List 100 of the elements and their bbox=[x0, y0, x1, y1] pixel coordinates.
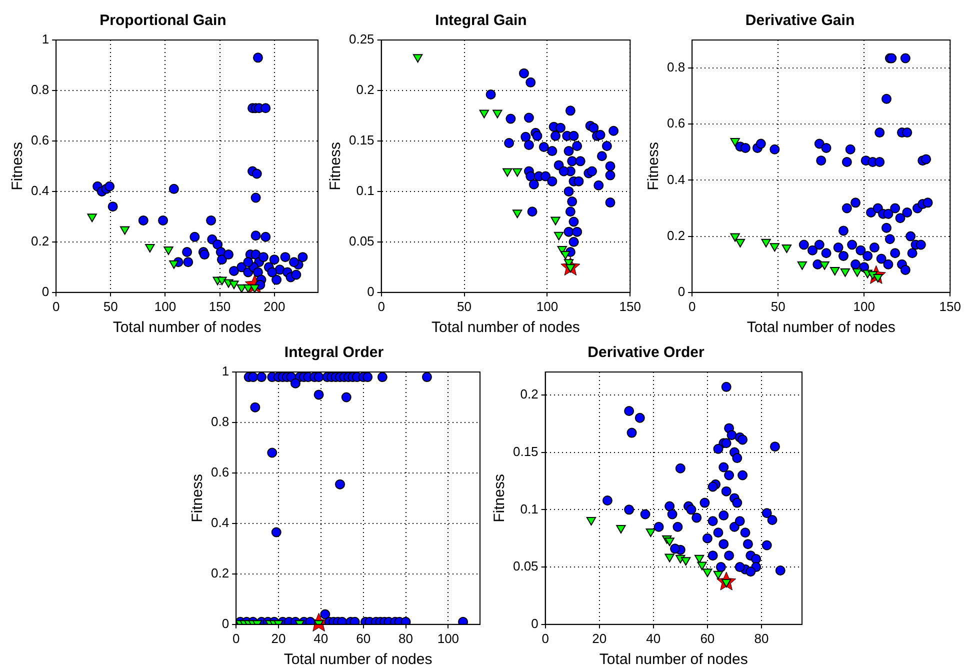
point bbox=[602, 495, 612, 506]
y-tick-label: 0.6 bbox=[30, 132, 50, 148]
point bbox=[890, 248, 900, 258]
x-tick-label: 0 bbox=[542, 630, 549, 646]
point bbox=[708, 516, 718, 526]
point bbox=[624, 504, 634, 515]
point bbox=[250, 230, 261, 241]
point bbox=[250, 402, 260, 412]
point bbox=[874, 156, 885, 167]
point bbox=[267, 267, 278, 278]
point bbox=[852, 268, 862, 277]
point bbox=[256, 372, 267, 382]
chart-title: Integral Gain bbox=[435, 12, 527, 30]
point bbox=[572, 226, 582, 237]
point bbox=[605, 198, 616, 208]
point bbox=[721, 486, 732, 496]
point bbox=[724, 470, 734, 480]
y-axis-title: Fitness bbox=[645, 142, 662, 190]
point bbox=[680, 557, 691, 566]
point bbox=[350, 616, 360, 624]
point bbox=[634, 412, 645, 423]
point bbox=[540, 171, 551, 182]
point bbox=[104, 181, 115, 192]
point bbox=[847, 240, 858, 250]
x-tick-label: 0 bbox=[52, 298, 60, 314]
point bbox=[694, 554, 704, 564]
y-tick-label: 0.4 bbox=[666, 172, 686, 187]
point bbox=[884, 234, 895, 244]
y-tick-label: 0.8 bbox=[30, 82, 50, 98]
point bbox=[840, 268, 850, 277]
x-axis-title: Total number of nodes bbox=[432, 319, 580, 336]
point bbox=[616, 525, 626, 534]
point bbox=[217, 276, 227, 286]
point bbox=[87, 214, 97, 222]
point bbox=[272, 274, 282, 285]
point bbox=[922, 198, 933, 208]
x-tick-label: 40 bbox=[314, 630, 328, 646]
point bbox=[492, 110, 502, 118]
point bbox=[751, 554, 762, 564]
point bbox=[740, 528, 750, 538]
point bbox=[798, 240, 809, 250]
point bbox=[547, 176, 558, 186]
point bbox=[906, 231, 916, 242]
point bbox=[555, 122, 566, 133]
point bbox=[762, 508, 772, 518]
point bbox=[782, 244, 792, 254]
point bbox=[594, 180, 604, 190]
point bbox=[547, 146, 558, 156]
y-axis-title: Fitness bbox=[9, 142, 26, 190]
point bbox=[526, 77, 536, 88]
x-tick-label: 100 bbox=[154, 298, 176, 314]
point bbox=[902, 128, 912, 138]
point bbox=[883, 208, 894, 219]
point bbox=[881, 222, 892, 233]
y-tick-label: 1 bbox=[222, 364, 230, 379]
point bbox=[271, 527, 282, 538]
point bbox=[568, 130, 579, 141]
point bbox=[876, 254, 886, 264]
point bbox=[145, 244, 155, 252]
point bbox=[412, 54, 423, 63]
point bbox=[229, 280, 239, 290]
point bbox=[850, 259, 861, 270]
point bbox=[716, 562, 726, 572]
x-axis-title: Total number of nodes bbox=[112, 319, 262, 336]
x-tick-label: 150 bbox=[208, 298, 231, 314]
point bbox=[664, 554, 674, 562]
point bbox=[252, 52, 263, 63]
point bbox=[624, 406, 634, 416]
point bbox=[564, 186, 574, 196]
x-axis-title: Total number of nodes bbox=[284, 651, 432, 668]
point bbox=[602, 141, 612, 152]
point bbox=[900, 264, 910, 275]
y-axis-title: Fitness bbox=[491, 474, 508, 522]
point bbox=[567, 156, 578, 166]
point bbox=[565, 106, 576, 116]
point bbox=[260, 103, 271, 114]
point bbox=[692, 512, 702, 523]
point bbox=[797, 261, 808, 270]
point bbox=[675, 463, 686, 474]
x-tick-label: 60 bbox=[356, 630, 371, 646]
y-tick-label: 0.8 bbox=[666, 60, 686, 75]
point bbox=[290, 378, 300, 388]
point bbox=[260, 232, 271, 242]
point bbox=[224, 250, 234, 260]
point bbox=[916, 240, 926, 250]
point bbox=[895, 213, 906, 224]
y-axis-title: Fitness bbox=[189, 474, 206, 522]
point bbox=[422, 372, 432, 382]
point bbox=[291, 270, 302, 280]
x-tick-label: 60 bbox=[700, 630, 715, 646]
point bbox=[770, 144, 780, 154]
point bbox=[721, 438, 732, 448]
point bbox=[236, 284, 246, 292]
point bbox=[520, 132, 531, 142]
point bbox=[252, 168, 262, 179]
point bbox=[808, 245, 818, 256]
y-tick-label: 0.2 bbox=[210, 566, 230, 580]
point bbox=[138, 215, 148, 226]
point bbox=[574, 176, 584, 186]
point bbox=[558, 166, 569, 176]
